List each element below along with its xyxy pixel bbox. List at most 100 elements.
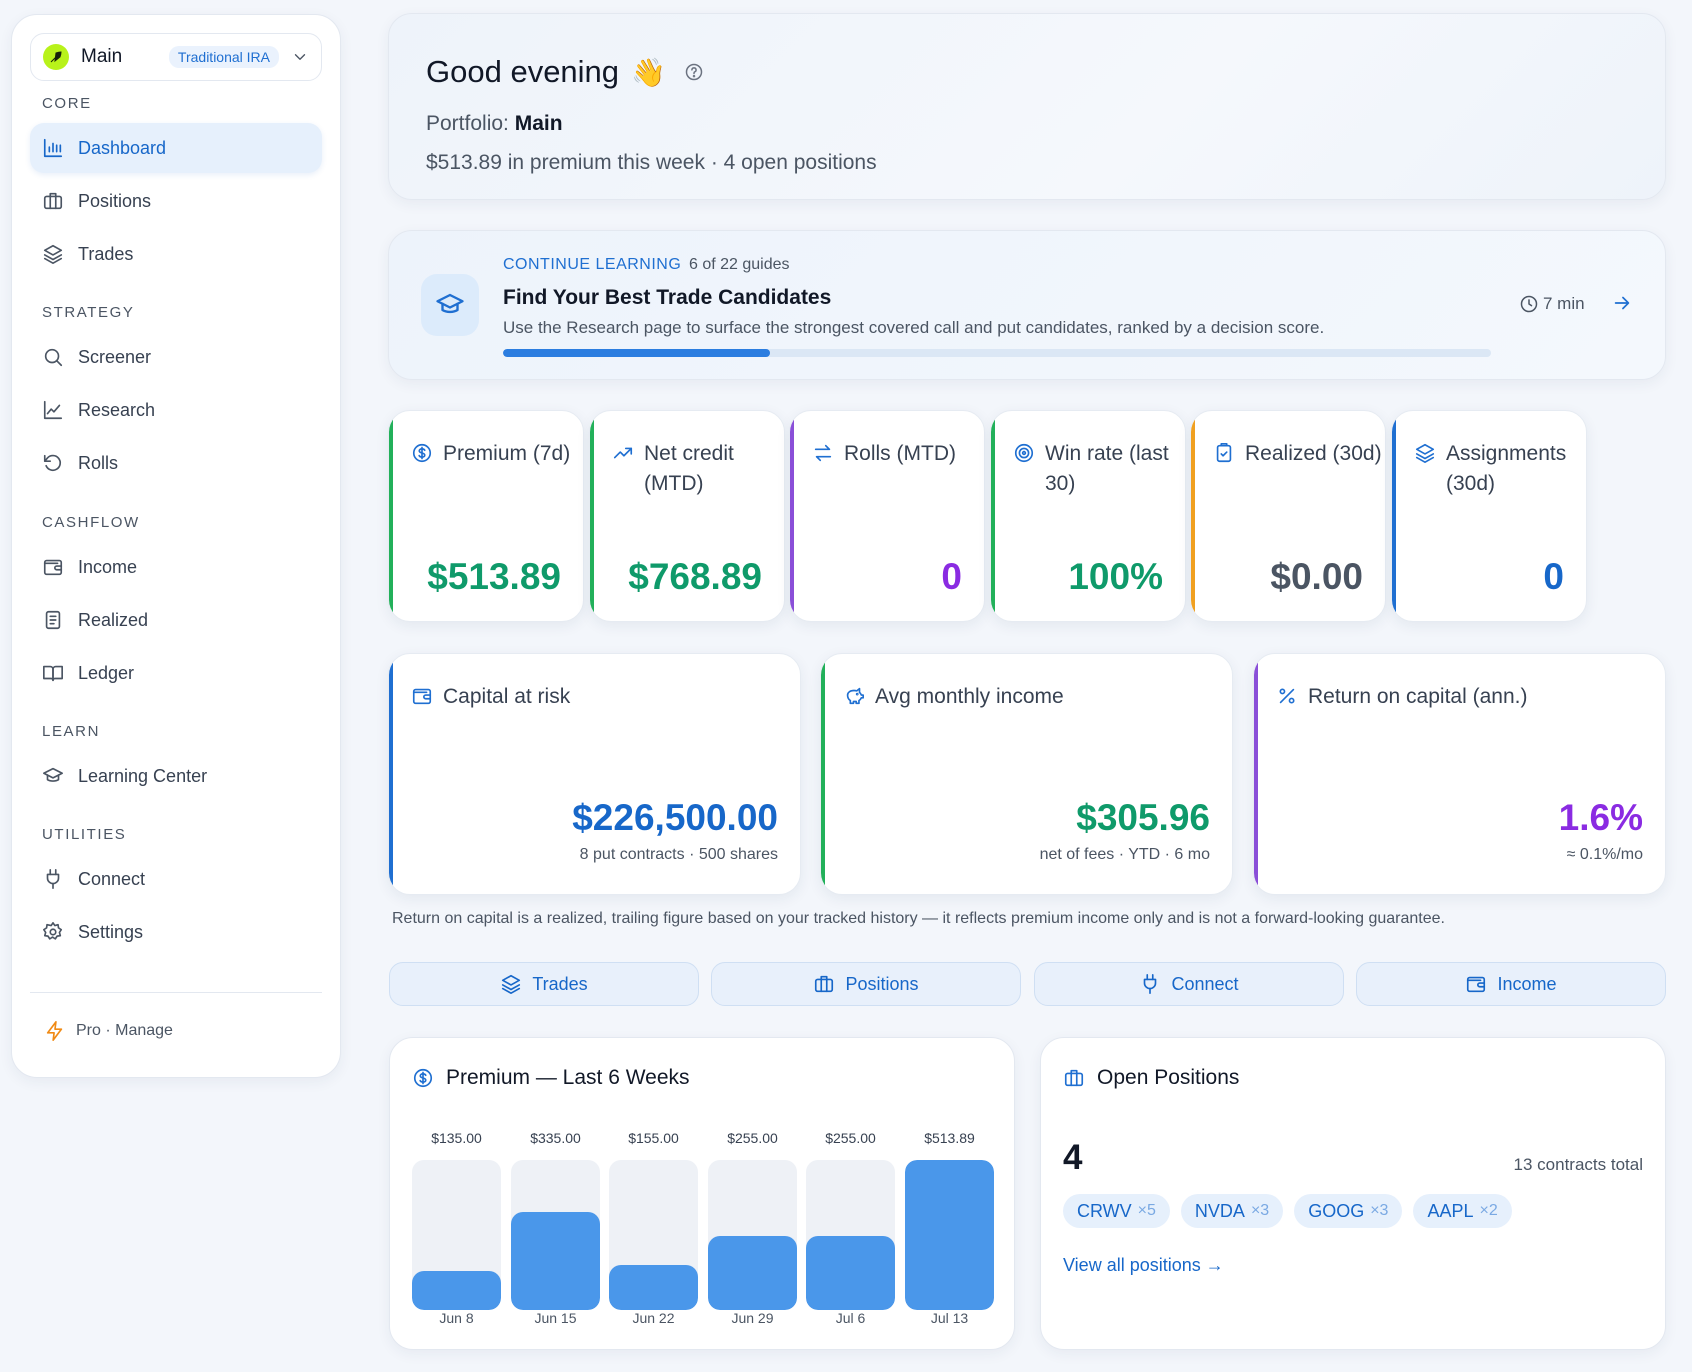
stat-value: 100% <box>1068 556 1163 597</box>
position-chip[interactable]: AAPL ×2 <box>1413 1194 1512 1228</box>
learning-kicker: CONTINUE LEARNING <box>503 256 682 273</box>
bar[interactable] <box>609 1265 698 1310</box>
bar-value-label: $135.00 <box>431 1130 482 1146</box>
learning-progress-fill <box>503 349 770 357</box>
stat-label: Premium (7d) <box>443 442 571 465</box>
contracts-total: 13 contracts total <box>1513 1155 1643 1174</box>
open-positions-title-row: Open Positions <box>1063 1066 1239 1090</box>
bar-value-label: $255.00 <box>825 1130 876 1146</box>
sidebar-item-connect[interactable]: Connect <box>30 854 322 904</box>
stat-subtext: 8 put contracts · 500 shares <box>579 846 778 863</box>
bar-value-label: $513.89 <box>924 1130 975 1146</box>
stat-stripe <box>1254 654 1258 894</box>
stat-card: Win rate (last 30) 100% <box>990 410 1186 622</box>
briefcase-icon <box>813 973 835 995</box>
bar-track <box>708 1160 797 1310</box>
sidebar-item-realized[interactable]: Realized <box>30 595 322 645</box>
learning-progress-text: 6 of 22 guides <box>689 256 790 273</box>
wallet-icon <box>411 685 433 707</box>
return-on-capital-footnote: Return on capital is a realized, trailin… <box>392 910 1445 927</box>
book-open-icon <box>42 662 64 684</box>
quick-link-trades[interactable]: Trades <box>389 962 699 1006</box>
sidebar-item-income[interactable]: Income <box>30 542 322 592</box>
position-chips: CRWV ×5 NVDA ×3 GOOG ×3 AAPL ×2 <box>1063 1194 1512 1228</box>
learning-duration: 7 min <box>1519 294 1585 314</box>
briefcase-icon <box>1063 1067 1085 1089</box>
continue-learning-card[interactable]: CONTINUE LEARNING 6 of 22 guides Find Yo… <box>388 230 1666 380</box>
sidebar-item-ledger[interactable]: Ledger <box>30 648 322 698</box>
piggy-bank-icon <box>843 685 865 707</box>
pro-manage-label: Pro · Manage <box>76 1022 173 1039</box>
open-positions-panel: Open Positions 4 13 contracts total CRWV… <box>1040 1037 1666 1350</box>
sidebar-item-settings[interactable]: Settings <box>30 907 322 957</box>
view-all-positions-link[interactable]: View all positions → <box>1063 1255 1224 1275</box>
stat-value: 1.6% <box>1558 797 1643 838</box>
line-chart-icon <box>42 399 64 421</box>
stat-subtext: net of fees · YTD · 6 mo <box>1039 846 1210 863</box>
help-icon[interactable] <box>684 62 704 82</box>
sidebar-item-label: Settings <box>78 921 144 942</box>
bar-track <box>412 1160 501 1310</box>
greeting-title-row: Good evening 👋 <box>426 54 704 90</box>
chip-ticker: CRWV <box>1077 1200 1132 1221</box>
bar[interactable] <box>412 1271 501 1310</box>
chip-ticker: NVDA <box>1194 1200 1245 1221</box>
bar-category-label: Jul 6 <box>835 1310 866 1326</box>
position-chip[interactable]: CRWV ×5 <box>1063 1194 1170 1228</box>
sidebar-item-screener[interactable]: Screener <box>30 332 322 382</box>
sidebar-item-dashboard[interactable]: Dashboard <box>30 123 322 173</box>
bar-value-label: $155.00 <box>628 1130 679 1146</box>
bar-track <box>806 1160 895 1310</box>
bar-track <box>511 1160 600 1310</box>
quick-link-label: Connect <box>1171 973 1239 994</box>
stat-stripe <box>1191 411 1195 621</box>
nav-section-utilities: UTILITIES <box>42 826 127 843</box>
premium-chart-panel: Premium — Last 6 Weeks $135.00 Jun 8 $335.… <box>389 1037 1015 1350</box>
stat-label: Assignments (30d) <box>1446 442 1567 495</box>
portfolio-selector[interactable]: Main Traditional IRA <box>30 33 322 81</box>
sidebar-item-rolls[interactable]: Rolls <box>30 438 322 488</box>
premium-panel-title: Premium — Last 6 Weeks <box>446 1066 690 1089</box>
stat-label: Return on capital (ann.) <box>1308 685 1528 708</box>
sidebar-item-label: Income <box>78 556 138 577</box>
sidebar-item-positions[interactable]: Positions <box>30 176 322 226</box>
dollar-circle-icon <box>411 442 433 464</box>
bar-category-label: Jul 13 <box>930 1310 969 1326</box>
bar[interactable] <box>708 1236 797 1310</box>
sidebar-item-learning-center[interactable]: Learning Center <box>30 751 322 801</box>
plug-icon <box>42 868 64 890</box>
quick-link-label: Trades <box>532 973 588 994</box>
quick-link-positions[interactable]: Positions <box>711 962 1021 1006</box>
nav-section-cashflow: CASHFLOW <box>42 514 140 531</box>
position-chip[interactable]: NVDA ×3 <box>1180 1194 1284 1228</box>
quick-link-income[interactable]: Income <box>1356 962 1666 1006</box>
bar[interactable] <box>905 1160 994 1310</box>
arrow-right-icon[interactable] <box>1611 292 1633 314</box>
sidebar-item-label: Rolls <box>78 452 119 473</box>
sidebar-item-label: Ledger <box>78 662 135 683</box>
open-positions-count: 4 <box>1063 1138 1083 1177</box>
stat-stripe <box>821 654 825 894</box>
sidebar-item-label: Dashboard <box>78 137 167 158</box>
portfolio-name: Main <box>514 112 563 135</box>
open-positions-title: Open Positions <box>1097 1066 1240 1089</box>
stat-card: Net credit (MTD) $768.89 <box>589 410 785 622</box>
graduation-cap-icon <box>421 274 479 336</box>
position-chip[interactable]: GOOG ×3 <box>1294 1194 1403 1228</box>
bar[interactable] <box>806 1236 895 1310</box>
bar[interactable] <box>511 1212 600 1310</box>
wallet-icon <box>42 556 64 578</box>
stat-card: Realized (30d) $0.00 <box>1190 410 1386 622</box>
sidebar-item-trades[interactable]: Trades <box>30 229 322 279</box>
pro-manage-link[interactable]: Pro · Manage <box>44 1020 173 1042</box>
sidebar-item-label: Positions <box>78 190 152 211</box>
sidebar-item-research[interactable]: Research <box>30 385 322 435</box>
learning-duration-label: 7 min <box>1543 294 1585 313</box>
quick-link-connect[interactable]: Connect <box>1034 962 1344 1006</box>
arrows-swap-icon <box>812 442 834 464</box>
stat-label: Avg monthly income <box>875 685 1064 708</box>
stat-stripe <box>991 411 995 621</box>
learning-progress-bar <box>503 349 1491 357</box>
chip-ticker: AAPL <box>1427 1200 1474 1221</box>
big-stat-card: Capital at risk $226,500.00 8 put contract… <box>388 653 801 895</box>
